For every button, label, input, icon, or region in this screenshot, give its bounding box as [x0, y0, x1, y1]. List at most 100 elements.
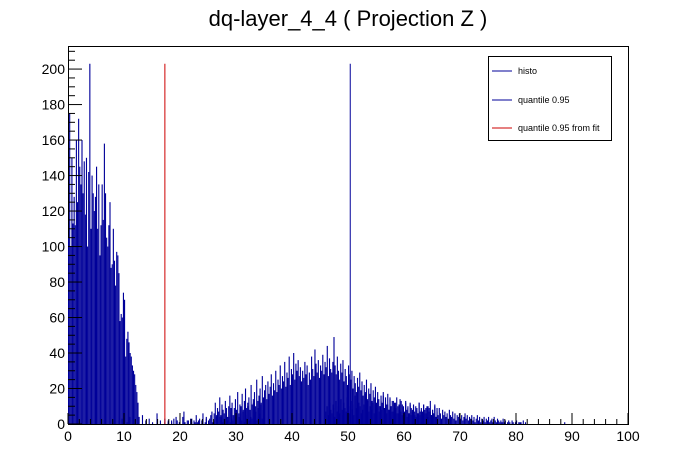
histogram-bar: [112, 228, 114, 424]
histogram-bar: [68, 237, 70, 424]
histogram-bar: [328, 402, 331, 424]
histogram-bar: [432, 409, 434, 424]
histogram-bar: [318, 377, 320, 424]
histogram-bar: [306, 365, 308, 424]
plot-frame: [68, 46, 629, 425]
histogram-bar: [92, 193, 94, 424]
histogram-bar: [241, 393, 243, 424]
histogram-bar: [129, 353, 131, 424]
histogram-bar: [428, 408, 430, 424]
histogram-bar: [290, 368, 292, 424]
histogram-bar: [167, 420, 169, 424]
histogram-bar: [205, 416, 207, 424]
histogram-bar: [129, 416, 131, 424]
histogram-bar: [344, 408, 346, 424]
histogram-bar: [74, 225, 76, 424]
histogram-bar: [175, 416, 177, 424]
histogram-bar: [427, 406, 429, 424]
histogram-bar: [247, 402, 249, 424]
histogram-bar: [178, 422, 180, 424]
histogram-bar: [409, 402, 411, 424]
histogram-bar: [360, 390, 362, 424]
histogram-bar: [271, 395, 273, 424]
histogram-bar: [118, 420, 120, 424]
histogram-bar: [248, 397, 250, 424]
histogram-bar: [204, 422, 206, 424]
histogram-bar: [126, 338, 128, 424]
histogram-bar: [340, 399, 342, 424]
histogram-bar: [467, 420, 469, 424]
histogram-bar: [137, 402, 139, 424]
histogram-bar: [314, 349, 316, 424]
y-tick-label: 80: [49, 274, 65, 290]
histogram-bar: [238, 413, 240, 424]
histogram-bar: [391, 411, 393, 424]
x-tick-label: 60: [396, 428, 412, 444]
histogram-bar: [262, 397, 264, 424]
histogram-bar: [372, 402, 374, 424]
histogram-bar: [322, 354, 324, 424]
x-tick-label: 20: [172, 428, 188, 444]
histogram-bar: [358, 402, 360, 424]
histogram-bar: [298, 376, 300, 424]
histogram-bar: [458, 413, 460, 424]
histogram-bar: [199, 418, 201, 424]
histogram-bar: [256, 379, 258, 424]
histogram-bar: [433, 413, 435, 424]
histogram-bar: [419, 411, 421, 424]
histogram-bar: [336, 411, 338, 424]
histogram-bar: [334, 416, 336, 424]
histogram-bar: [315, 363, 317, 424]
histogram-bar: [191, 418, 193, 424]
histogram-bar: [363, 384, 365, 424]
histogram-bar: [426, 406, 428, 424]
histogram-bar: [202, 413, 204, 424]
histogram-bar: [326, 406, 328, 424]
histogram-bar: [287, 377, 289, 424]
histogram-bar: [103, 143, 105, 425]
histogram-bar: [378, 399, 380, 424]
histogram-bar: [152, 422, 154, 424]
histogram-bar: [148, 418, 150, 424]
histogram-bar: [498, 420, 500, 424]
histogram-bar: [78, 118, 80, 424]
histogram-bar: [342, 360, 344, 424]
histogram-bar: [420, 408, 422, 424]
histogram-bar: [255, 406, 257, 424]
histogram-bar: [98, 184, 100, 424]
x-tick-label: 50: [340, 428, 356, 444]
histogram-bar: [132, 420, 135, 424]
x-tick-label: 90: [564, 428, 580, 444]
histogram-bar: [382, 395, 384, 424]
histogram-bar: [83, 161, 85, 424]
histogram-bar: [380, 400, 382, 424]
histogram-bar: [229, 395, 231, 424]
histogram-bar: [183, 411, 185, 424]
x-tick-label: 100: [616, 428, 640, 444]
histogram-bar: [439, 413, 441, 424]
histogram-bar: [182, 416, 184, 424]
histogram-bar: [288, 356, 290, 424]
histogram-bar: [209, 418, 211, 424]
histogram-bar: [436, 411, 438, 424]
histogram-bar: [343, 402, 345, 424]
histogram-bar: [472, 420, 474, 424]
histogram-bar: [213, 413, 215, 424]
histogram-bar: [108, 225, 110, 424]
histogram-bar: [73, 196, 75, 424]
histogram-bar: [327, 415, 329, 424]
histogram-bar: [495, 422, 497, 424]
histogram-bar: [474, 422, 476, 424]
histogram-bar: [84, 214, 86, 424]
histogram-bar: [327, 376, 329, 424]
histogram-bar: [225, 408, 228, 424]
histogram-bar: [212, 422, 214, 424]
histogram-bar: [499, 422, 501, 424]
histogram-bar: [268, 393, 270, 424]
histogram-bar: [444, 411, 446, 424]
histogram-bar: [446, 413, 448, 424]
histogram-bar: [462, 420, 464, 424]
histogram-bar: [564, 422, 566, 424]
histogram-bar: [387, 404, 389, 424]
